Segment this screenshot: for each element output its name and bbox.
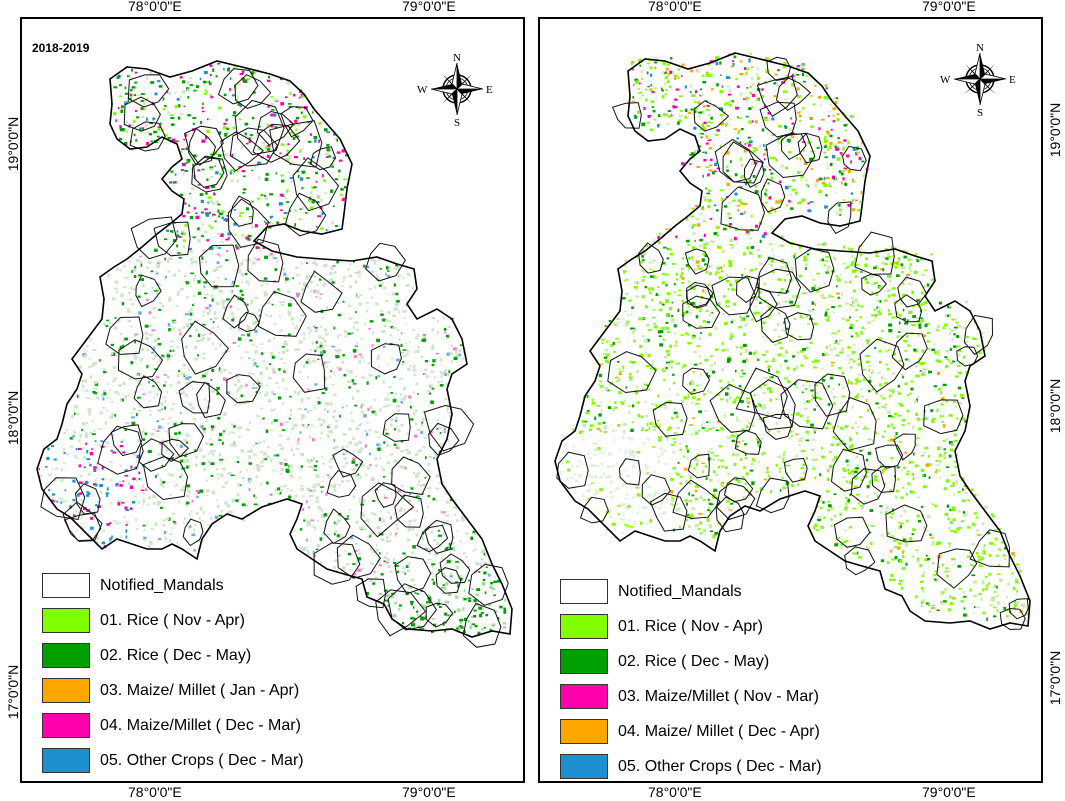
legend-swatch (42, 678, 90, 703)
legend-label: 03. Maize/Millet ( Nov - Mar) (618, 687, 819, 705)
mandal-boundaries (556, 56, 1029, 630)
bottom-lon-label-right-79: 79°0'0"E (922, 784, 976, 800)
legend-swatch (560, 754, 608, 779)
study-area-outline (36, 60, 513, 638)
bottom-lon-label-left-79: 79°0'0"E (402, 784, 456, 800)
legend-label: 02. Rice ( Dec - May) (618, 652, 770, 670)
legend-item: 04. Maize/Millet ( Dec - Mar) (42, 708, 512, 743)
legend-item: 02. Rice ( Dec - May) (560, 644, 1030, 679)
legend-item: 01. Rice ( Nov - Apr) (560, 609, 1030, 644)
top-lon-label-left-79: 79°0'0"E (402, 0, 456, 14)
mandal-boundaries (40, 68, 509, 648)
legend-swatch (560, 684, 608, 709)
legend-item: Notified_Mandals (560, 574, 1030, 609)
legend-item: 05. Other Crops ( Dec - Mar) (560, 749, 1030, 784)
legend-label: 02. Rice ( Dec - May) (100, 646, 252, 664)
legend-swatch (42, 608, 90, 633)
legend-label: 05. Other Crops ( Dec - Mar) (100, 751, 304, 769)
compass-e: E (486, 84, 493, 96)
compass-e: E (1009, 74, 1016, 86)
bottom-lon-label-left-78: 78°0'0"E (128, 784, 182, 800)
crop-pixels (38, 62, 507, 635)
legend-item: 03. Maize/ Millet ( Jan - Apr) (42, 673, 512, 708)
right-lat-label-19: 19°0'0"N (1047, 102, 1063, 158)
legend-item: 01. Rice ( Nov - Apr) (42, 603, 512, 638)
compass-n: N (976, 42, 984, 54)
right-lat-label-17: 17°0'0"N (1047, 650, 1063, 706)
crop-map-left (36, 60, 513, 648)
legend-label: Notified_Mandals (618, 582, 742, 600)
legend-label: 01. Rice ( Nov - Apr) (100, 611, 245, 629)
top-lon-label-right-79: 79°0'0"E (922, 0, 976, 14)
crop-pixels (559, 52, 1030, 621)
legend-item: 03. Maize/Millet ( Nov - Mar) (560, 679, 1030, 714)
compass-s: S (454, 117, 460, 129)
north-arrow-icon: N S E W (417, 52, 493, 129)
legend-item: 04. Maize/ Millet ( Dec - Apr) (560, 714, 1030, 749)
legend-swatch (560, 719, 608, 744)
study-area-outline (554, 52, 1031, 630)
legend-swatch (560, 579, 608, 604)
legend-right: Notified_Mandals 01. Rice ( Nov - Apr) 0… (560, 574, 1030, 784)
map-panel-2018-2019: 2018-2019 N S E W Notified_Mandals 01. R… (20, 17, 525, 783)
compass-s: S (977, 107, 983, 119)
legend-swatch (560, 614, 608, 639)
legend-label: Notified_Mandals (100, 576, 224, 594)
right-lat-label-18: 18°0'0"N (1047, 378, 1063, 434)
legend-label: 01. Rice ( Nov - Apr) (618, 617, 763, 635)
legend-swatch (42, 713, 90, 738)
map-panel-right: N S E W Notified_Mandals 01. Rice ( Nov … (538, 17, 1043, 783)
legend-swatch (560, 649, 608, 674)
compass-w: W (417, 84, 428, 96)
compass-n: N (453, 52, 461, 64)
legend-swatch (42, 748, 90, 773)
legend-left: Notified_Mandals 01. Rice ( Nov - Apr) 0… (42, 568, 512, 778)
legend-item: Notified_Mandals (42, 568, 512, 603)
legend-label: 03. Maize/ Millet ( Jan - Apr) (100, 681, 300, 699)
left-lat-label-19: 19°0'0"N (5, 116, 21, 172)
left-lat-label-17: 17°0'0"N (5, 664, 21, 720)
left-lat-label-18: 18°0'0"N (5, 390, 21, 446)
legend-item: 05. Other Crops ( Dec - Mar) (42, 743, 512, 778)
legend-swatch (42, 643, 90, 668)
top-lon-label-right-78: 78°0'0"E (648, 0, 702, 14)
legend-item: 02. Rice ( Dec - May) (42, 638, 512, 673)
bottom-lon-label-right-78: 78°0'0"E (648, 784, 702, 800)
crop-map-right (554, 52, 1031, 630)
year-label: 2018-2019 (32, 41, 90, 55)
legend-label: 04. Maize/ Millet ( Dec - Apr) (618, 722, 820, 740)
legend-swatch (42, 573, 90, 598)
north-arrow-icon: N S E W (940, 42, 1016, 119)
legend-label: 04. Maize/Millet ( Dec - Mar) (100, 716, 301, 734)
top-lon-label-left-78: 78°0'0"E (128, 0, 182, 14)
compass-w: W (940, 74, 951, 86)
legend-label: 05. Other Crops ( Dec - Mar) (618, 757, 822, 775)
